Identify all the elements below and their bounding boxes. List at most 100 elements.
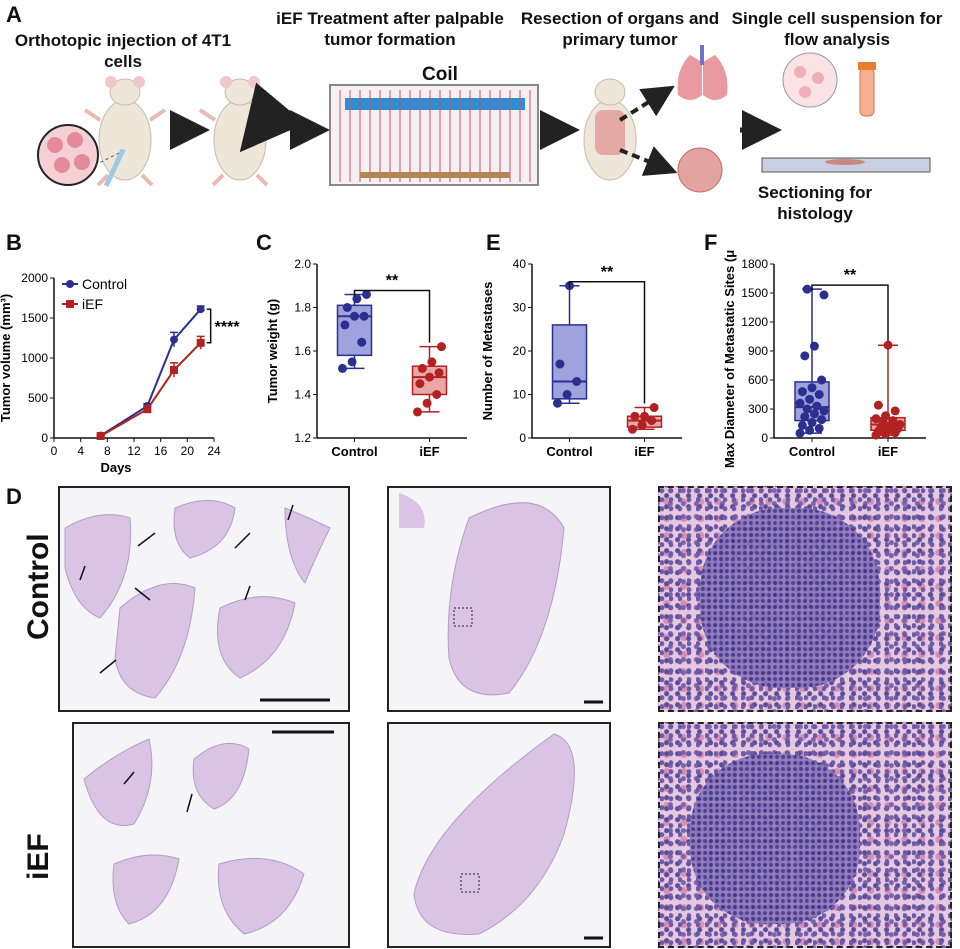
- metastases-y-axis-label: Number of Metastases: [480, 282, 495, 421]
- weight-point-control: [347, 357, 357, 367]
- control-histology-detail: [658, 486, 952, 712]
- diameter-point-ief: [873, 400, 883, 410]
- weight-y-tick-label: 1.6: [294, 344, 311, 358]
- metastases-y-tick-label: 10: [513, 388, 527, 402]
- ief-lung-zoom: [387, 722, 611, 948]
- mouse-illustration-3: [583, 78, 637, 181]
- step-sectioning-title: Sectioning for histology: [757, 183, 873, 223]
- volume-point-ief: [143, 405, 152, 414]
- weight-point-control: [352, 294, 362, 304]
- diameter-point-control: [817, 375, 827, 385]
- weight-y-tick-label: 1.2: [294, 431, 311, 445]
- diameter-point-ief: [871, 414, 881, 424]
- weight-point-ief: [415, 379, 425, 389]
- weight-point-control: [340, 320, 350, 330]
- metastases-point-control: [555, 359, 565, 369]
- panel-label-c: C: [256, 230, 272, 255]
- volume-point-ief: [96, 432, 105, 440]
- volume-point-ief: [196, 338, 205, 347]
- volume-x-axis-label: Days: [100, 460, 131, 475]
- row-label-control: Control: [22, 533, 55, 640]
- metastases-point-ief: [647, 416, 657, 426]
- panel-label-b: B: [6, 230, 22, 255]
- diameter-point-control: [819, 406, 829, 416]
- volume-x-tick-label: 0: [51, 444, 58, 458]
- metastases-point-ief: [637, 420, 647, 430]
- metastases-count-chart: 0 10 20 30 40 Number of Metastases Control iEF *…: [480, 257, 682, 459]
- diameter-point-ief: [895, 419, 905, 429]
- diameter-point-control: [814, 390, 824, 399]
- weight-significance-label: **: [386, 272, 399, 289]
- volume-significance-label: ****: [215, 319, 241, 336]
- metastases-x-tick-label: Control: [546, 444, 592, 459]
- mouse-illustration-2: [198, 76, 306, 187]
- tumor-volume-chart: 0 500 1000 1500 2000 Tumor volume (mm³) 0 4 8 12 1…: [0, 271, 241, 475]
- diameter-point-control: [817, 415, 827, 425]
- weight-point-ief: [432, 390, 442, 399]
- tube-illustration: [858, 62, 876, 117]
- metastases-point-ief: [649, 403, 659, 413]
- diameter-y-tick-label: 0: [761, 431, 768, 445]
- volume-x-tick-label: 12: [127, 444, 141, 458]
- weight-point-ief: [427, 357, 437, 367]
- diameter-y-tick-label: 1800: [741, 257, 768, 271]
- diameter-point-control: [802, 404, 812, 414]
- diameter-point-control: [809, 409, 819, 419]
- weight-point-ief: [417, 363, 427, 373]
- dashed-arrow-tumor: [619, 146, 678, 176]
- metastases-point-control: [562, 390, 572, 399]
- weight-point-control: [359, 311, 369, 321]
- row-label-ief: iEF: [22, 833, 55, 880]
- volume-y-axis-label: Tumor volume (mm³): [0, 294, 13, 422]
- weight-y-tick-label: 1.4: [294, 388, 311, 402]
- tumor-weight-chart: 1.2 1.4 1.6 1.8 2.0 Tumor weight (g) Control iE…: [265, 257, 467, 459]
- diameter-point-control: [802, 284, 812, 294]
- diameter-point-ief: [883, 340, 893, 350]
- ief-histology-detail: [658, 722, 952, 948]
- tumor-illustration: [677, 147, 723, 193]
- cell-culture-circle: [37, 124, 126, 187]
- metastasis-diameter-chart: 0 300 600 900 1200 1500 1800 Max Diameter of Me…: [722, 250, 926, 468]
- coil-label: Coil: [422, 64, 458, 85]
- mouse-illustration-1: [83, 76, 167, 187]
- weight-point-control: [357, 337, 367, 347]
- metastases-point-ief: [630, 411, 640, 421]
- schematic-illustration: [37, 45, 931, 193]
- volume-y-tick-label: 2000: [21, 271, 48, 285]
- metastases-point-ief: [640, 411, 649, 421]
- volume-series-line-ief: [100, 342, 202, 437]
- diameter-point-control: [814, 423, 824, 433]
- step-injection-title: Orthotopic injection of 4T1 cells: [14, 31, 232, 71]
- volume-x-tick-label: 16: [154, 444, 168, 458]
- volume-significance-bracket: [206, 308, 212, 344]
- suspension-circle: [782, 52, 838, 108]
- volume-y-tick-label: 0: [41, 431, 48, 445]
- metastases-significance-label: **: [601, 264, 614, 281]
- weight-y-axis-label: Tumor weight (g): [265, 299, 280, 403]
- legend-marker-ief: [66, 300, 74, 308]
- weight-point-ief: [422, 398, 432, 408]
- diameter-point-ief: [878, 418, 888, 428]
- legend-label-control: Control: [82, 276, 127, 292]
- weight-x-tick-label: iEF: [419, 444, 439, 459]
- panel-label-f: F: [704, 230, 718, 255]
- coil-illustration: [329, 84, 539, 186]
- diameter-point-control: [809, 341, 819, 351]
- diameter-point-control: [795, 428, 805, 438]
- diameter-y-tick-label: 300: [748, 402, 768, 416]
- diameter-point-ief: [881, 411, 891, 421]
- volume-point-control: [196, 305, 205, 314]
- diameter-point-control: [795, 398, 805, 408]
- volume-x-tick-label: 20: [181, 444, 195, 458]
- volume-point-ief: [170, 366, 178, 374]
- metastases-significance-bracket: [568, 281, 646, 404]
- weight-point-ief: [434, 368, 444, 378]
- metastases-y-tick-label: 30: [513, 301, 527, 315]
- metastases-point-ief: [628, 424, 637, 434]
- volume-x-tick-label: 24: [207, 444, 221, 458]
- weight-significance-bracket: [353, 289, 431, 343]
- diameter-point-control: [797, 387, 807, 397]
- volume-series-line-control: [100, 308, 202, 437]
- metastases-y-tick-label: 20: [513, 344, 527, 358]
- step-treatment-title: iEF Treatment after palpable tumor forma…: [276, 9, 504, 49]
